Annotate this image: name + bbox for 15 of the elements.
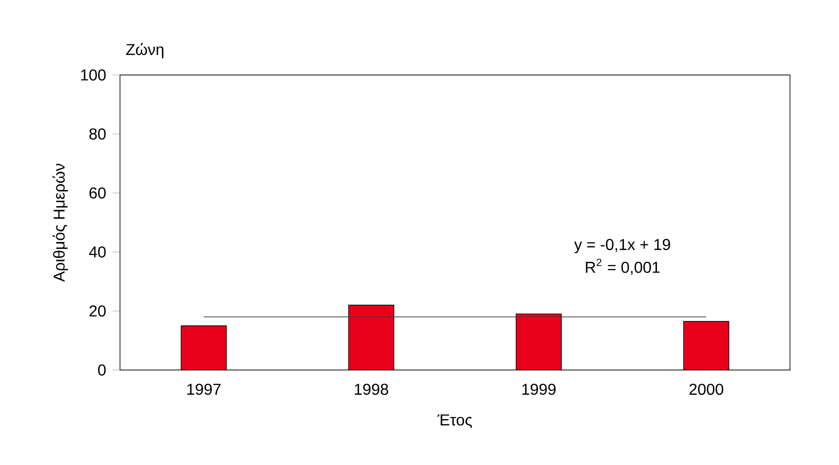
x-axis-title: Έτος [437, 414, 472, 428]
x-tick-label: 1999 [522, 384, 556, 395]
x-tick-label: 1997 [187, 384, 221, 395]
y-tick-label: 0 [98, 364, 106, 376]
y-tick-label: 40 [89, 246, 106, 258]
y-tick-label: 80 [89, 128, 106, 140]
y-tick-label: 60 [90, 187, 106, 199]
x-tick-label: 2000 [689, 384, 724, 395]
y-tick-label: 20 [90, 305, 106, 317]
y-tick-label: 100 [81, 69, 106, 81]
annotation: R$^{2}$ = 0,001 [586, 258, 660, 275]
y-axis-title: Αριθμός Ημερών [52, 164, 68, 282]
x-tick-label: 1998 [354, 384, 388, 395]
annotation: y = -0,1x + 19 [574, 238, 670, 254]
chart-title: Ζώνη [126, 43, 164, 58]
